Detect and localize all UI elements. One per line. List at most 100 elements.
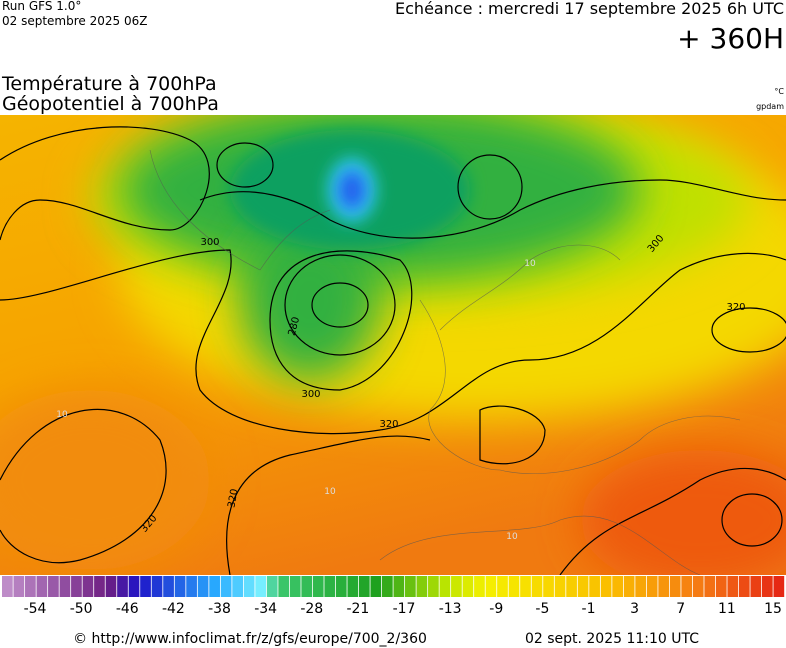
colorbar-swatch <box>531 576 543 597</box>
colorbar-swatch <box>727 576 739 597</box>
colorbar-swatch <box>36 576 48 597</box>
colorbar-swatch <box>117 576 128 597</box>
colorbar-swatch <box>612 576 623 597</box>
colorbar-swatch <box>209 576 220 597</box>
colorbar-swatch <box>59 576 71 597</box>
coastlines <box>149 149 741 575</box>
colorbar-swatch <box>485 576 497 597</box>
colorbar-swatch <box>324 576 336 597</box>
colorbar-swatch <box>589 576 600 597</box>
colorbar-swatch <box>761 576 773 597</box>
colorbar-swatch <box>393 576 405 597</box>
unit: gpdam <box>756 102 784 111</box>
colorbar-swatch <box>520 576 531 597</box>
colorbar-swatch <box>646 576 658 597</box>
isotherm-label: 10 <box>56 410 68 420</box>
colorbar-swatch <box>439 576 451 597</box>
colorbar-swatch <box>370 576 382 597</box>
colorbar-swatch <box>692 576 704 597</box>
map <box>0 115 786 575</box>
colorbar-label: -46 <box>116 601 139 617</box>
colorbar-swatch <box>48 576 59 597</box>
colorbar-swatch <box>497 576 508 597</box>
colorbar-swatch <box>577 576 589 597</box>
contour-label: 280 <box>287 316 303 337</box>
colorbar-swatch <box>312 576 324 597</box>
geopotential-contours <box>0 126 786 575</box>
colorbar-swatch <box>197 576 209 597</box>
colorbar-swatch <box>554 576 566 597</box>
contour-label: 320 <box>726 302 745 313</box>
colorbar-swatch <box>255 576 267 597</box>
colorbar-swatch <box>358 576 370 597</box>
colorbar-swatch <box>681 576 693 597</box>
colorbar-swatch <box>335 576 347 597</box>
colorbar-swatch <box>266 576 278 597</box>
colorbar-swatch <box>405 576 416 597</box>
colorbar-swatch <box>635 576 647 597</box>
isotherm-label: 10 <box>506 532 518 542</box>
colorbar-swatch <box>738 576 750 597</box>
colorbar-swatch <box>347 576 359 597</box>
colorbar-swatch <box>623 576 635 597</box>
colorbar-swatch <box>105 576 117 597</box>
colorbar-swatch <box>669 576 681 597</box>
colorbar-label: 7 <box>676 601 685 617</box>
colorbar-swatch <box>71 576 82 597</box>
colorbar-swatch <box>278 576 290 597</box>
colorbar-label: 15 <box>764 601 782 617</box>
colorbar-swatch <box>773 576 785 597</box>
timestamp: 02 sept. 2025 11:10 UTC <box>525 631 699 647</box>
lead-time: + 360H <box>677 22 784 55</box>
colorbar-swatch <box>220 576 232 597</box>
colorbar-label: -38 <box>208 601 231 617</box>
colorbar-label: 11 <box>718 601 736 617</box>
colorbar-swatch <box>428 576 439 597</box>
colorbar-label: 3 <box>630 601 639 617</box>
colorbar-swatch <box>451 576 462 597</box>
colorbar-swatch <box>232 576 244 597</box>
colorbar-label: -1 <box>582 601 596 617</box>
run-label: Run GFS 1.0° <box>2 0 81 13</box>
valid-time: Echéance : mercredi 17 septembre 2025 6h… <box>395 0 784 18</box>
colorbar-swatch <box>289 576 301 597</box>
colorbar-label: -17 <box>393 601 416 617</box>
run-date: 02 septembre 2025 06Z <box>2 14 147 28</box>
colorbar-swatch <box>25 576 36 597</box>
title: Géopotentiel à 700hPa <box>2 93 219 115</box>
colorbar-label: -9 <box>489 601 503 617</box>
colorbar-swatch <box>94 576 105 597</box>
colorbar-swatch <box>462 576 474 597</box>
colorbar-swatch <box>301 576 313 597</box>
colorbar-swatch <box>186 576 197 597</box>
colorbar-swatch <box>566 576 577 597</box>
colorbar-label: -5 <box>535 601 549 617</box>
colorbar-label: -28 <box>300 601 323 617</box>
colorbar-swatch <box>508 576 520 597</box>
colorbar-swatch <box>140 576 151 597</box>
colorbar-swatch <box>174 576 186 597</box>
source-url: © http://www.infoclimat.fr/z/gfs/europe/… <box>73 631 427 647</box>
colorbar-swatch <box>163 576 174 597</box>
colorbar-swatch <box>381 576 393 597</box>
isotherm-label: 10 <box>524 259 536 269</box>
contour-label: 320 <box>226 488 240 509</box>
title: Température à 700hPa <box>1 73 217 95</box>
colorbar-swatch <box>543 576 554 597</box>
colorbar-swatch <box>474 576 485 597</box>
colorbar-swatch <box>750 576 762 597</box>
colorbar-label: -50 <box>70 601 93 617</box>
unit: °C <box>774 87 784 96</box>
colorbar-swatch <box>658 576 670 597</box>
colorbar-swatch <box>704 576 716 597</box>
colorbar-swatch <box>13 576 25 597</box>
colorbar-swatch <box>128 576 140 597</box>
colorbar-label: -21 <box>346 601 369 617</box>
contour-label: 300 <box>200 237 219 248</box>
colorbar-label: -34 <box>254 601 277 617</box>
colorbar: -54 -50 -46 -42 -38 -34 -28 -21 -17 -13 -9 -5 -1 3 7 11… <box>2 576 785 617</box>
colorbar-label: -54 <box>24 601 47 617</box>
contour-label: 320 <box>379 419 398 430</box>
colorbar-swatch <box>243 576 255 597</box>
